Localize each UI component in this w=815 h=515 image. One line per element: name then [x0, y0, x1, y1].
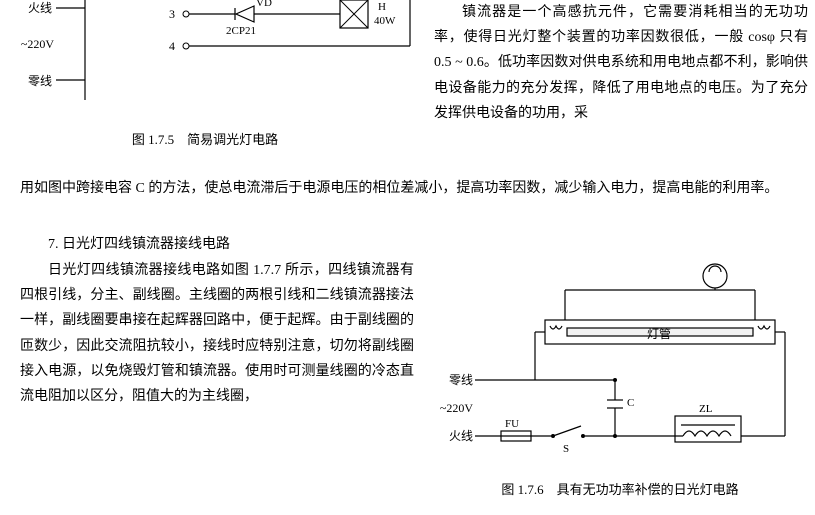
circuit1-neutral-label: 零线 — [28, 74, 52, 88]
circuit1-lamp-watt: 40W — [374, 15, 396, 27]
c2-inductor-label: ZL — [699, 403, 713, 415]
circuit-2: 火线 FU S ZL 零线 ~220V C — [425, 260, 815, 470]
paragraph-left-1: 日光灯四线镇流器接线电路如图 1.7.7 所示，四线镇流器有四根引线，分主、副线… — [20, 258, 414, 409]
circuit1-pin4: 4 — [169, 39, 175, 53]
circuit1-diode-vd: VD — [256, 0, 272, 9]
figure-2-caption: 图 1.7.6 具有无功功率补偿的日光灯电路 — [455, 478, 785, 501]
circuit-2-svg: 火线 FU S ZL 零线 ~220V C — [425, 260, 815, 470]
figure-1-caption: 图 1.7.5 简易调光灯电路 — [50, 128, 360, 151]
circuit-1: 火线 ~220V 零线 3 VD 2CP21 H 40W 4 — [0, 0, 420, 110]
paragraph-right: 镇流器是一个高感抗元件，它需要消耗相当的无功功率，使得日光灯整个装置的功率因数很… — [434, 0, 808, 126]
circuit1-lamp-h: H — [378, 1, 386, 13]
c2-switch-label: S — [563, 443, 569, 455]
c2-cap-label: C — [627, 397, 634, 409]
circuit1-diode-model: 2CP21 — [226, 25, 256, 37]
c2-live-label: 火线 — [449, 429, 473, 443]
circuit1-pin3: 3 — [169, 7, 175, 21]
c2-fuse-label: FU — [505, 418, 519, 430]
heading-7: 7. 日光灯四线镇流器接线电路 — [48, 232, 808, 257]
circuit-1-svg: 火线 ~220V 零线 3 VD 2CP21 H 40W 4 — [0, 0, 420, 105]
c2-neutral-label: 零线 — [449, 373, 473, 387]
circuit1-live-label: 火线 — [28, 1, 52, 15]
paragraph-full-1: 用如图中跨接电容 C 的方法，使总电流滞后于电源电压的相位差减小，提高功率因数，… — [20, 176, 810, 201]
c2-tube-label: 灯管 — [647, 326, 671, 341]
c2-voltage: ~220V — [440, 401, 473, 415]
circuit1-voltage: ~220V — [21, 37, 54, 51]
